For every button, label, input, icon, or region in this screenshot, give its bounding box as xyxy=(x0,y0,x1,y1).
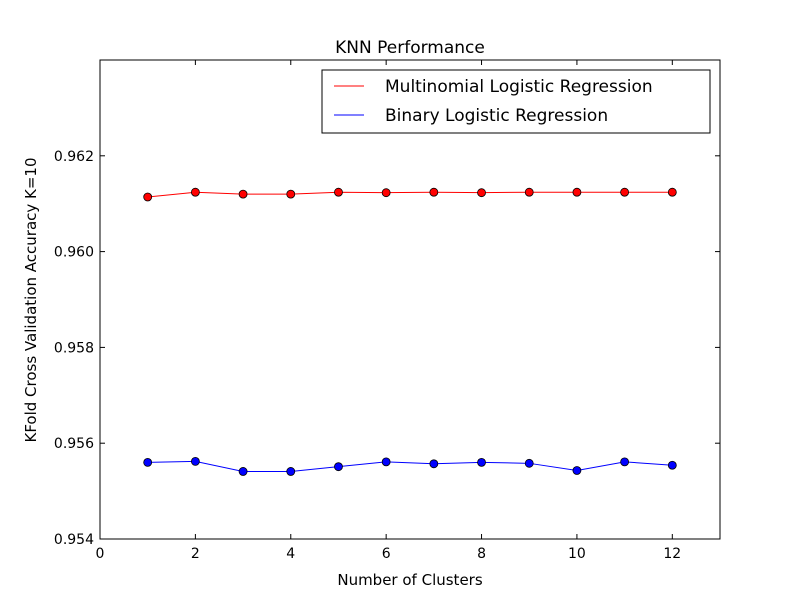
y-axis: 0.954 0.956 0.958 0.960 0.962 xyxy=(54,149,720,548)
data-point xyxy=(334,462,343,472)
data-point xyxy=(143,192,153,202)
x-tick-label: 8 xyxy=(477,546,486,562)
x-tick-label: 2 xyxy=(191,546,200,562)
data-point xyxy=(190,187,200,197)
data-point xyxy=(238,189,248,199)
data-point xyxy=(429,459,439,469)
data-point xyxy=(572,187,582,197)
legend: Multinomial Logistic Regression Binary Lo… xyxy=(321,69,711,134)
data-point xyxy=(286,467,296,476)
data-point xyxy=(620,187,630,197)
x-tick-label: 6 xyxy=(382,546,391,562)
series-layer xyxy=(143,187,677,476)
data-point xyxy=(524,458,534,468)
x-tick-label: 4 xyxy=(286,546,295,562)
data-point xyxy=(477,457,486,467)
x-tick-label: 12 xyxy=(663,546,681,562)
series-line xyxy=(147,191,673,198)
y-tick-label: 0.958 xyxy=(54,340,94,356)
data-point xyxy=(381,457,391,467)
x-axis: 0 2 4 6 8 10 12 xyxy=(96,60,681,562)
data-point xyxy=(572,466,582,475)
y-tick-label: 0.962 xyxy=(54,149,94,165)
y-tick-label: 0.960 xyxy=(54,245,94,261)
data-point xyxy=(620,457,630,467)
plot-frame xyxy=(99,59,721,540)
y-axis-label: KFold Cross Validation Accuracy K=10 xyxy=(22,157,40,442)
legend-label: Multinomial Logistic Regression xyxy=(385,77,653,97)
legend-label: Binary Logistic Regression xyxy=(385,106,608,126)
plot-area xyxy=(99,59,721,540)
x-tick-label: 10 xyxy=(568,546,586,562)
x-tick-label: 0 xyxy=(96,546,105,562)
data-point xyxy=(334,187,343,197)
data-point xyxy=(477,188,486,198)
series-line xyxy=(147,460,673,472)
legend-box xyxy=(321,69,711,134)
data-point xyxy=(238,467,248,476)
y-tick-label: 0.956 xyxy=(54,436,94,452)
chart-title: KNN Performance xyxy=(335,38,485,58)
y-tick-label: 0.954 xyxy=(54,532,94,548)
data-point xyxy=(286,189,296,199)
data-point xyxy=(524,187,534,197)
data-point xyxy=(429,187,439,197)
data-point xyxy=(667,460,677,470)
data-point xyxy=(143,457,153,467)
data-point xyxy=(190,457,200,466)
data-point xyxy=(667,187,677,197)
x-axis-label: Number of Clusters xyxy=(337,571,482,589)
data-point xyxy=(381,188,391,198)
